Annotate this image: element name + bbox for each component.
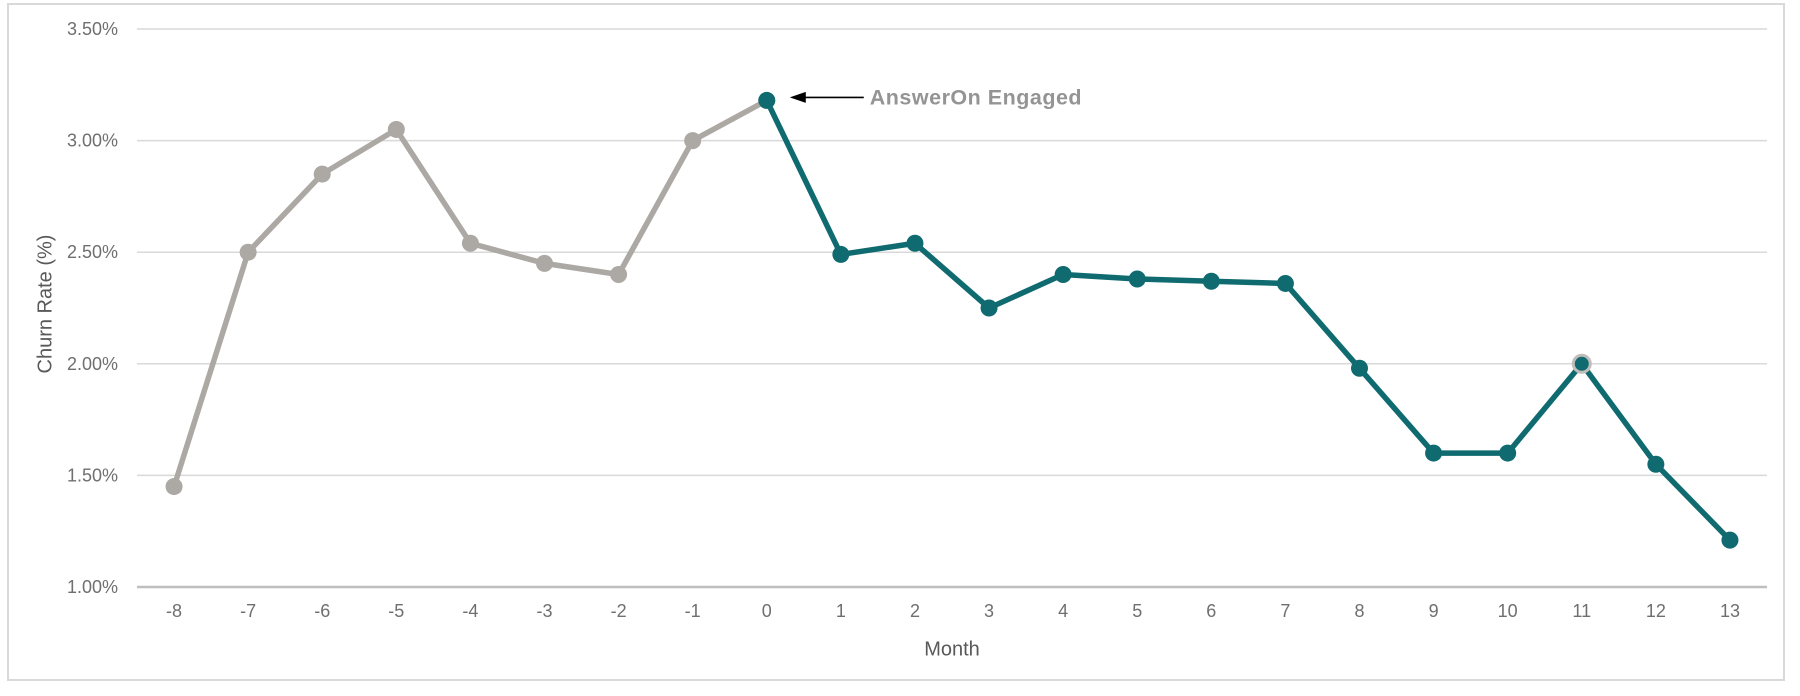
pre-engagement-point [461,234,479,252]
pre-engagement-point [313,165,331,183]
answeron-engaged-point [758,91,776,109]
y-tick-label: 3.00% [67,131,118,151]
x-tick-label: -1 [685,601,701,621]
answeron-engaged-point [1202,272,1220,290]
x-tick-label: -8 [166,601,182,621]
answeron-engaged-point [832,245,850,263]
x-tick-label: 4 [1058,601,1068,621]
x-tick-label: 9 [1429,601,1439,621]
pre-engagement-point [684,132,702,150]
x-tick-label: 11 [1572,601,1591,621]
x-tick-label: 7 [1280,601,1290,621]
x-tick-label: -2 [611,601,627,621]
x-tick-label: 5 [1132,601,1142,621]
answeron-engaged-point [1425,444,1443,462]
y-tick-label: 1.50% [67,465,118,485]
x-tick-label: 2 [910,601,920,621]
x-tick-label: 12 [1646,601,1666,621]
x-tick-label: -7 [240,601,256,621]
answeron-engaged-point [1276,274,1294,292]
annotation-label: AnswerOn Engaged [870,85,1082,109]
answeron-engaged-point [906,234,924,252]
y-tick-label: 3.50% [67,19,118,39]
answeron-engaged-point [1499,444,1517,462]
chart-frame [7,3,1785,681]
y-axis-title: Churn Rate (%) [34,234,57,374]
x-tick-label: 1 [836,601,846,621]
x-tick-label: -3 [536,601,552,621]
pre-engagement-line [171,97,770,490]
answeron-engaged-point [1721,531,1739,549]
pre-engagement-point [387,120,405,138]
x-tick-label: 8 [1354,601,1364,621]
answeron-engaged-point [1571,353,1592,374]
x-axis-title: Month [924,638,980,661]
x-tick-label: 10 [1498,601,1518,621]
y-tick-label: 1.00% [67,577,118,597]
answeron-engaged-point [1054,266,1072,284]
x-tick-label: 0 [762,601,772,621]
x-tick-label: -6 [314,601,330,621]
x-tick-label: -4 [462,601,478,621]
pre-engagement-point [239,243,257,261]
x-tick-label: 3 [984,601,994,621]
answeron-engaged-point [1647,455,1665,473]
answeron-engaged-point [1128,270,1146,288]
answeron-engaged-point [1351,359,1368,377]
x-tick-label: 13 [1720,601,1740,621]
answeron-engaged-line [764,97,1733,543]
y-tick-label: 2.50% [67,242,118,262]
pre-engagement-point [165,478,183,496]
y-tick-label: 2.00% [67,354,118,374]
annotation-arrowhead [789,91,806,103]
pre-engagement-point [536,254,553,272]
x-tick-label: -5 [388,601,404,621]
pre-engagement-point [610,266,628,284]
answeron-engaged-point [980,299,998,317]
x-tick-label: 6 [1206,601,1216,621]
